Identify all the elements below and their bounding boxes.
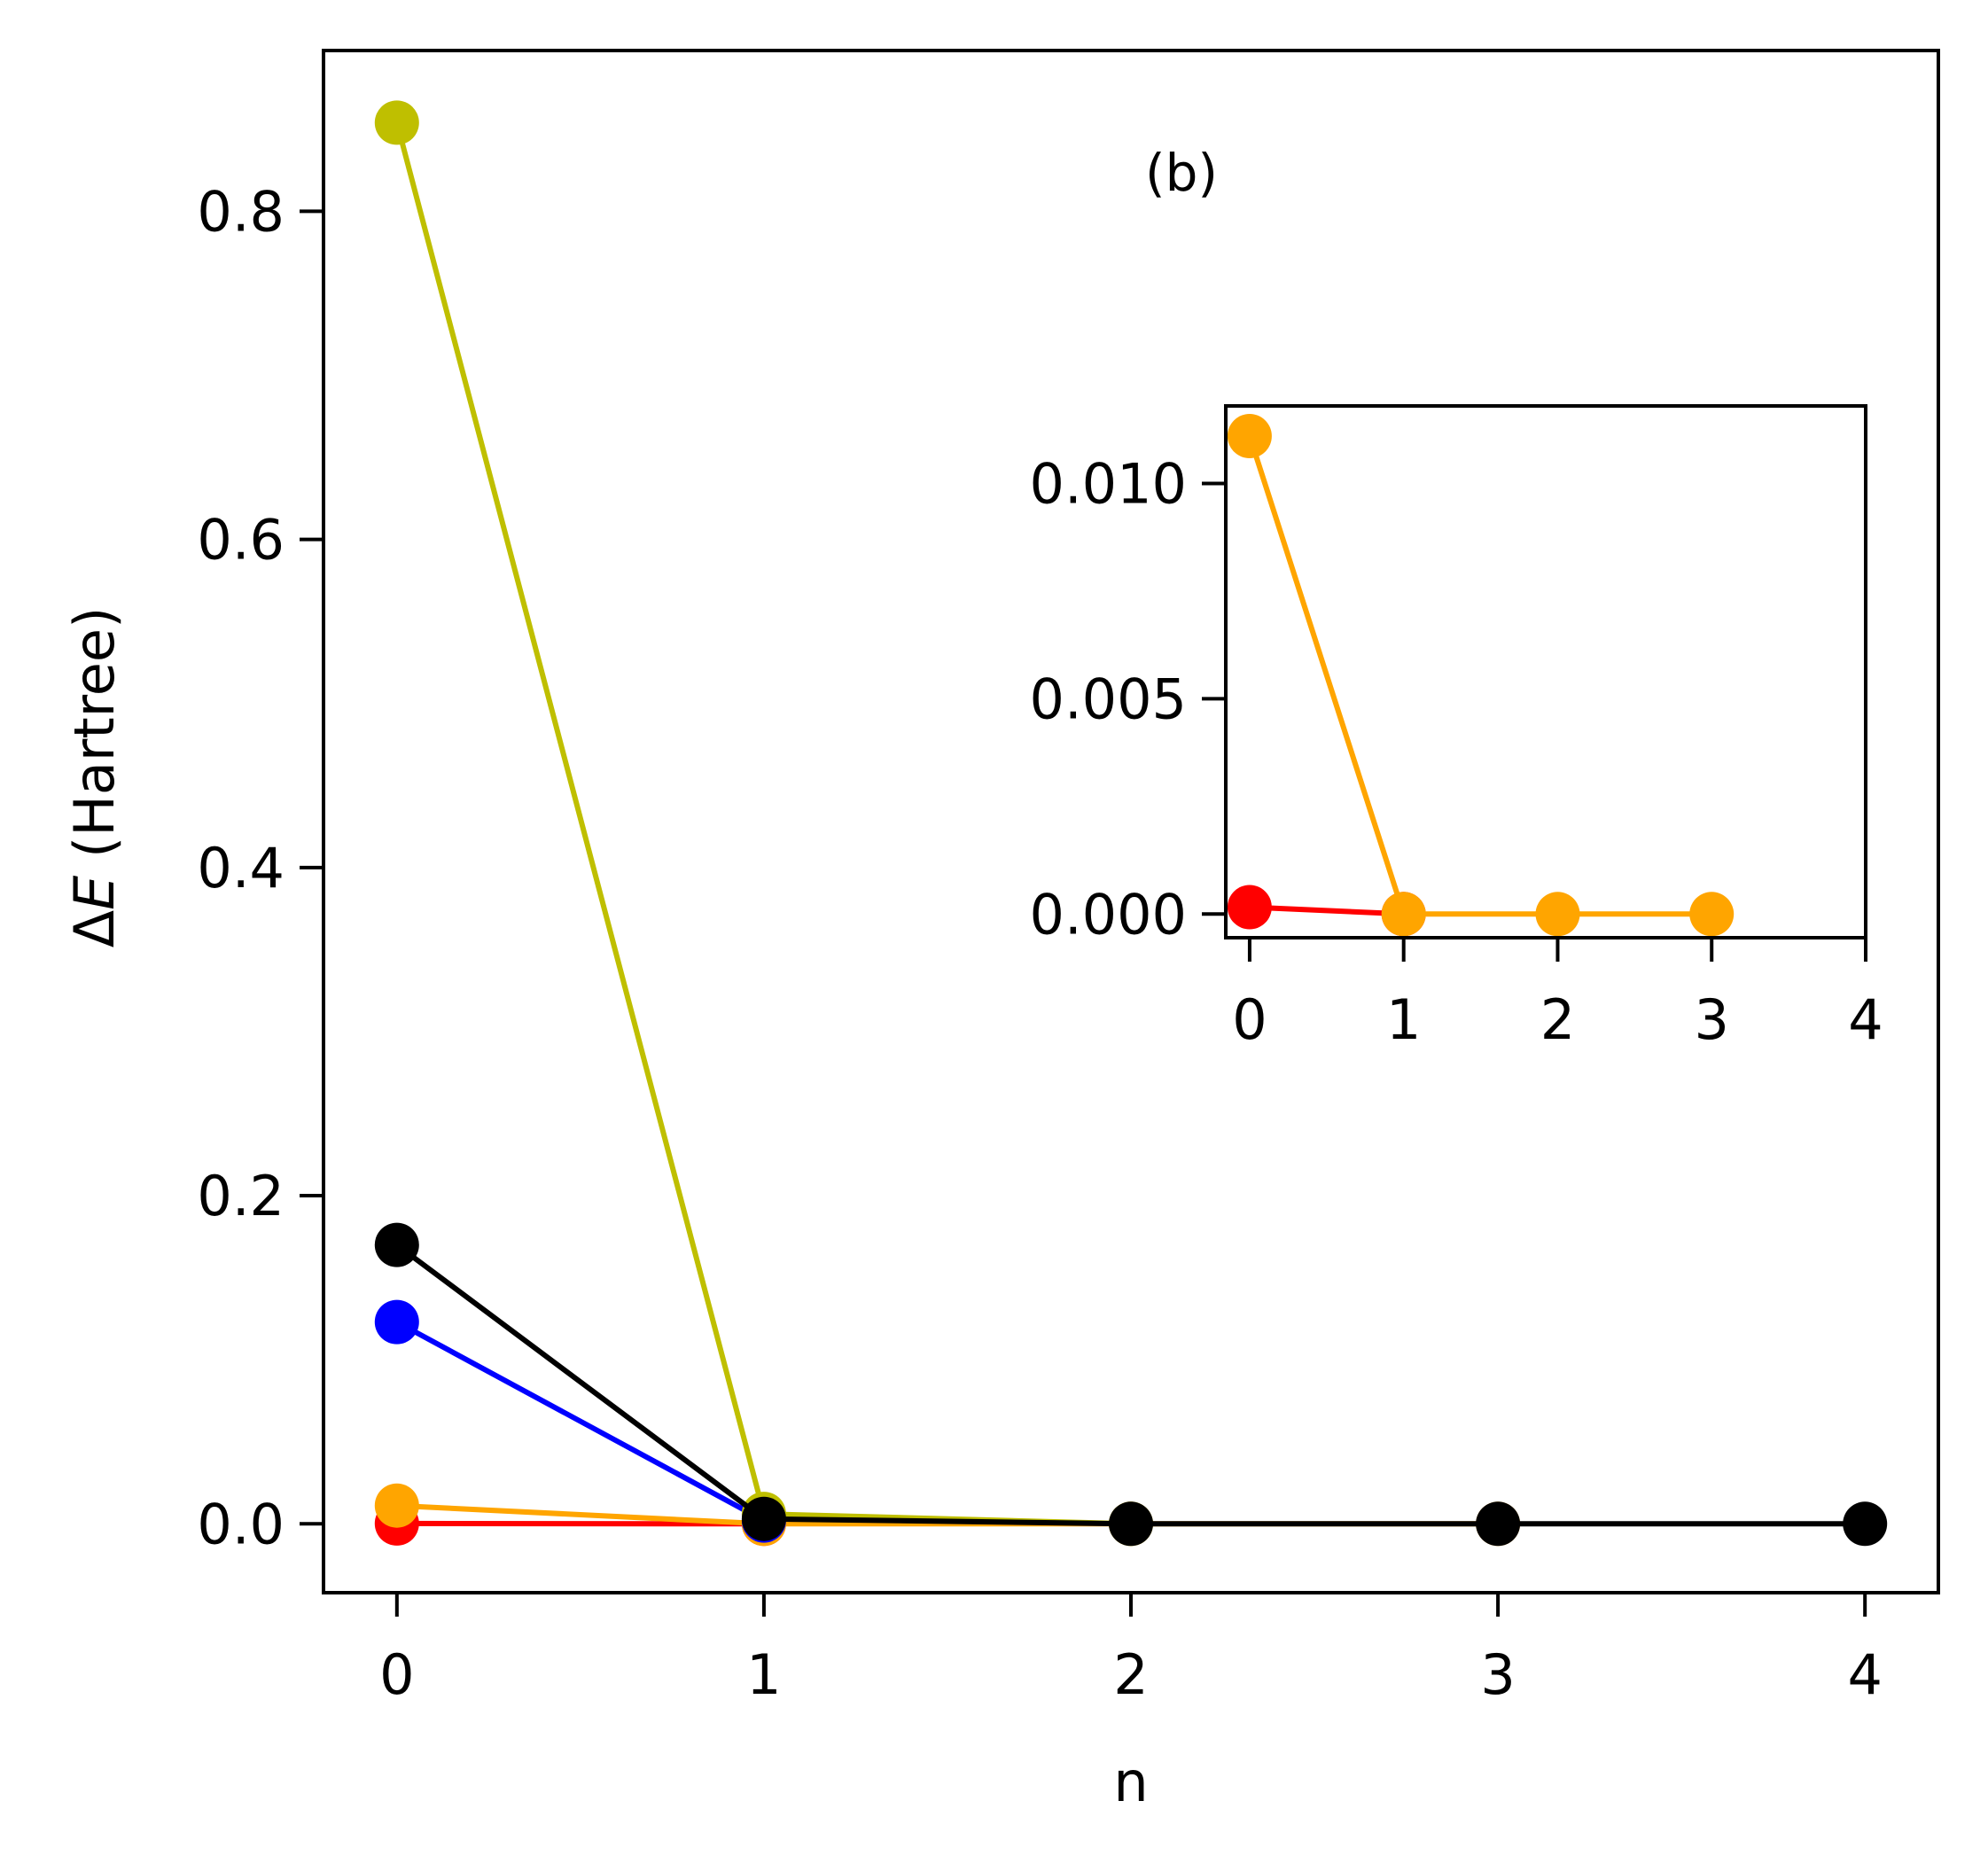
inset-x-axis: 0 1 2 3 4 [1232,938,1883,1052]
y-tick-label: 0.8 [197,179,285,244]
series-line-black [395,1243,1866,1527]
data-point-orange [1689,892,1735,937]
data-point-orange [1381,892,1426,937]
x-tick-label: 4 [1848,987,1883,1052]
y-tick-label: 0.2 [197,1164,285,1228]
x-tick-label: 1 [1386,987,1421,1052]
data-point-black [1843,1501,1888,1547]
y-axis-label: ΔE (Hartree) [62,607,127,948]
x-axis-label: n [1113,1750,1148,1814]
series-line-olive [394,121,1132,1527]
inset-series-layer [1227,414,1735,937]
inset-plot-background [1226,406,1866,938]
main-series-layer [374,100,1888,1547]
y-tick-label: 0.010 [1030,451,1188,516]
x-tick-label: 0 [1232,987,1267,1052]
y-tick-label: 0.0 [197,1492,285,1556]
panel-label: (b) [1145,143,1218,203]
series-black [374,1222,1888,1547]
x-tick-label: 4 [1847,1642,1882,1707]
data-point-red [1227,885,1272,930]
y-tick-label: 0.005 [1030,667,1188,731]
data-point-black [1109,1501,1153,1547]
data-point-orange [1535,892,1580,937]
y-tick-label: 0.6 [197,508,285,573]
data-point-black [741,1496,786,1541]
data-point-orange [374,1483,419,1528]
series-line-orange [1247,435,1712,917]
series-line-blue [395,1319,766,1524]
y-tick-label: 0.4 [197,836,285,900]
x-tick-label: 0 [379,1642,414,1707]
data-point-black [1476,1501,1521,1547]
inset-y-axis: 0.000 0.005 0.010 [1030,451,1226,947]
x-tick-label: 2 [1113,1642,1148,1707]
data-point-black [374,1222,419,1267]
y-label-delta: Δ [62,910,127,947]
series-orange [1227,414,1735,937]
y-label-unit: (Hartree) [62,607,127,876]
inset-plot: 0 1 2 3 4 0.000 0.005 0.010 [1030,404,1883,1052]
y-tick-label: 0.000 [1030,882,1188,947]
main-y-axis: 0.0 0.2 0.4 0.6 0.8 [197,179,324,1556]
data-point-olive [374,100,419,145]
main-x-axis: 0 1 2 3 4 [379,1593,1883,1707]
series-orange [374,1483,1521,1547]
x-tick-label: 2 [1540,987,1575,1052]
series-olive [374,100,1153,1547]
inset-plot-frame [1224,404,1867,939]
x-tick-label: 3 [1695,987,1729,1052]
x-tick-label: 3 [1480,1642,1515,1707]
y-label-var: E [62,875,127,910]
series-line-red [1249,904,1404,917]
main-plot: 0 1 2 3 4 0.0 0.2 0.4 0.6 0.8 n ΔE (Hartree) (b) [62,49,1940,1814]
data-point-blue [374,1299,419,1345]
x-tick-label: 1 [746,1642,781,1707]
data-point-orange [1227,414,1272,458]
